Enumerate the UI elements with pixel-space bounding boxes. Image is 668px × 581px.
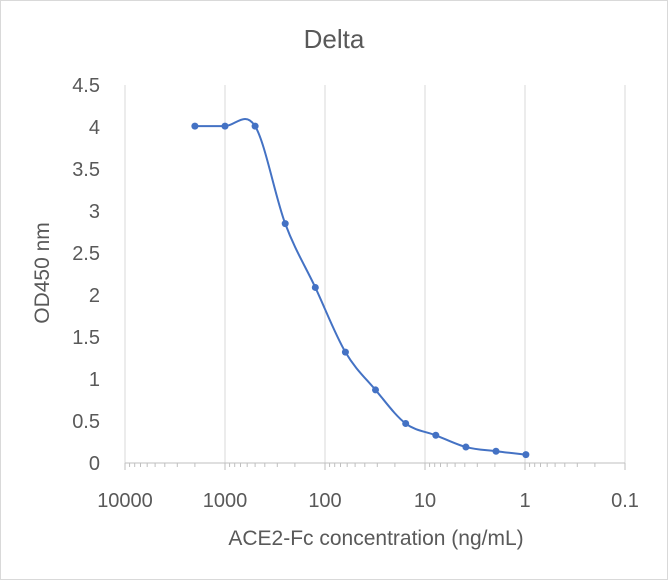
y-tick-label-9: 4.5 <box>72 75 100 97</box>
y-tick-label-3: 1.5 <box>72 327 100 349</box>
x-tick-label-4: 1 <box>519 490 530 512</box>
data-point-5 <box>341 348 349 356</box>
data-point-3 <box>281 220 289 228</box>
data-point-6 <box>372 386 380 394</box>
data-point-7 <box>402 420 410 428</box>
x-tick-labels: 10000 1000 100 10 1 0.1 <box>97 490 639 512</box>
y-tick-label-4: 2 <box>89 285 100 307</box>
data-point-11 <box>522 451 530 459</box>
data-point-10 <box>492 447 500 455</box>
y-tick-labels: 0 0.5 1 1.5 2 2.5 3 3.5 4 4.5 <box>72 75 100 475</box>
y-tick-label-6: 3 <box>89 201 100 223</box>
y-tick-label-1: 0.5 <box>72 411 100 433</box>
data-point-1 <box>221 122 229 130</box>
y-tick-label-0: 0 <box>89 453 100 475</box>
y-tick-label-7: 3.5 <box>72 159 100 181</box>
data-point-9 <box>462 443 470 451</box>
y-axis-label: OD450 nm <box>31 222 54 324</box>
data-point-4 <box>311 283 319 291</box>
data-point-2 <box>251 122 259 130</box>
y-tick-label-8: 4 <box>89 117 100 139</box>
data-point-0 <box>191 122 199 130</box>
data-point-8 <box>432 431 440 439</box>
data-series <box>191 118 530 459</box>
y-tick-label-2: 1 <box>89 369 100 391</box>
x-tick-label-1: 1000 <box>203 490 248 512</box>
x-tick-label-3: 10 <box>414 490 436 512</box>
x-tick-label-0: 10000 <box>97 490 153 512</box>
chart-title: Delta <box>304 24 365 54</box>
x-axis-label: ACE2-Fc concentration (ng/mL) <box>228 527 523 550</box>
gridlines <box>124 85 626 463</box>
axes <box>124 462 626 470</box>
x-tick-label-5: 0.1 <box>611 490 639 512</box>
series-line <box>194 118 526 456</box>
x-tick-label-2: 100 <box>308 490 341 512</box>
y-tick-label-5: 2.5 <box>72 243 100 265</box>
